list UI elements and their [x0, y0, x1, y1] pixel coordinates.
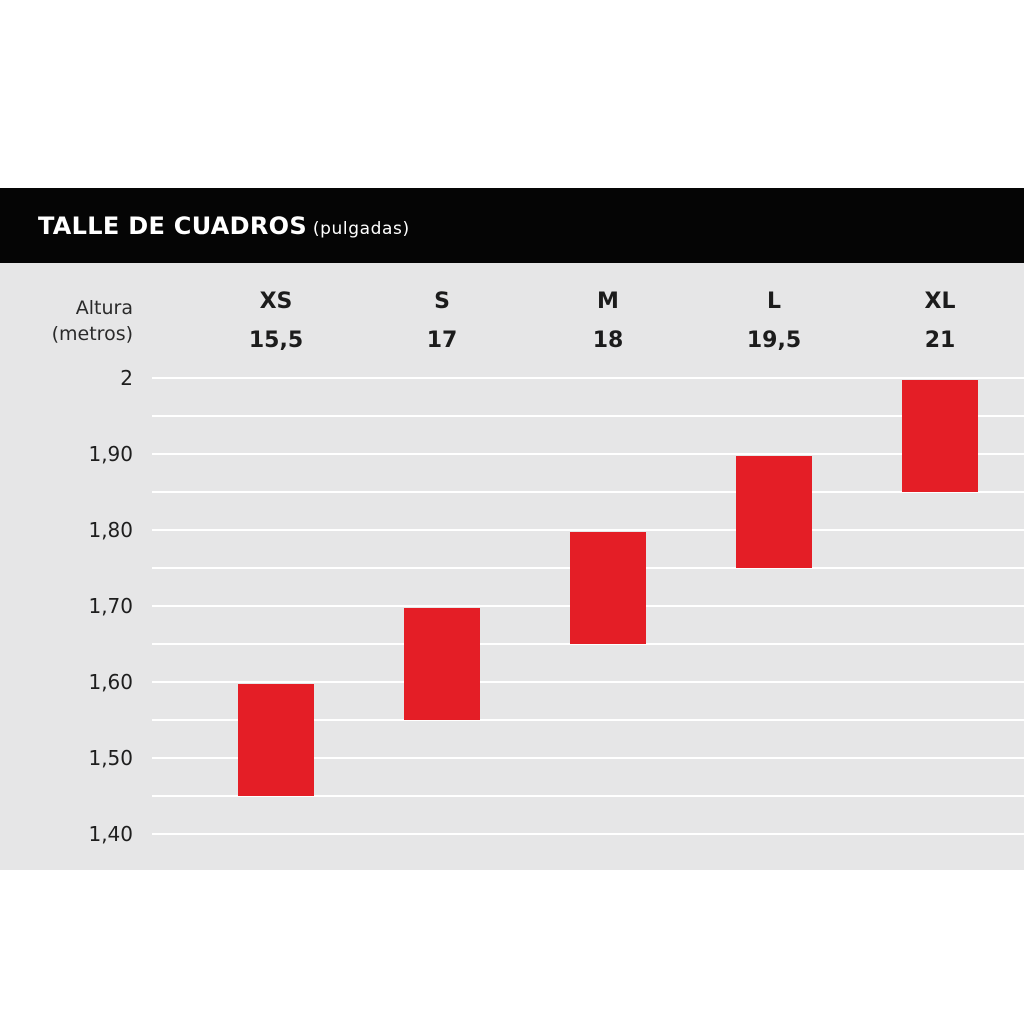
y-tick-label: 1,90	[88, 442, 133, 466]
chart-panel	[0, 263, 1024, 870]
chart-title-unit: (pulgadas)	[312, 219, 410, 239]
range-bar-l	[736, 456, 812, 568]
y-tick-label: 1,50	[88, 746, 133, 770]
frame-size-label: 19,5	[747, 328, 801, 353]
category-label: XL	[925, 289, 956, 314]
chart-title: TALLE DE CUADROS (pulgadas)	[38, 212, 410, 240]
range-bar-xl	[902, 380, 978, 492]
frame-size-label: 21	[925, 328, 956, 353]
chart-title-text: TALLE DE CUADROS	[38, 212, 307, 240]
frame-size-label: 17	[427, 328, 458, 353]
range-bar-xs	[238, 684, 314, 796]
category-label: XS	[260, 289, 293, 314]
frame-size-label: 15,5	[249, 328, 303, 353]
category-label: S	[434, 289, 450, 314]
y-tick-label: 1,40	[88, 822, 133, 846]
range-bar-s	[404, 608, 480, 720]
bars	[238, 380, 978, 796]
y-tick-label: 2	[120, 366, 133, 390]
category-label: L	[767, 289, 781, 314]
y-tick-label: 1,60	[88, 670, 133, 694]
range-bar-m	[570, 532, 646, 644]
y-tick-label: 1,70	[88, 594, 133, 618]
labels: Altura (metros) 2 1,90 1,80 1,70 1,60 1,50 1,4…	[52, 289, 956, 846]
category-label: M	[597, 289, 619, 314]
chart-header: TALLE DE CUADROS (pulgadas)	[0, 188, 1024, 263]
frame-size-label: 18	[593, 328, 624, 353]
y-axis-label-line1: Altura	[76, 297, 133, 319]
y-axis-label-line2: (metros)	[52, 323, 133, 345]
y-tick-label: 1,80	[88, 518, 133, 542]
